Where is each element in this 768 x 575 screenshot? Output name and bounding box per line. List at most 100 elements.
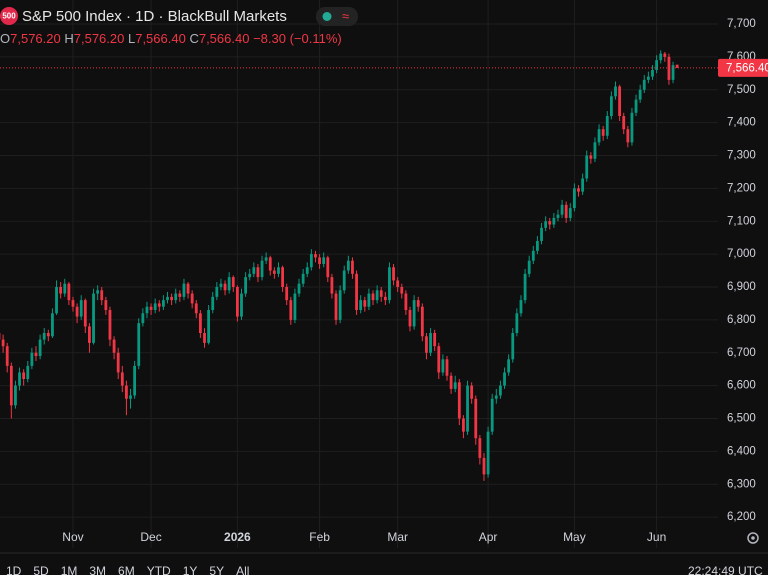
candle-body [166, 296, 169, 301]
o-key: O [0, 31, 10, 46]
range-button[interactable]: 1Y [183, 564, 198, 575]
y-tick-label: 7,100 [727, 215, 756, 227]
x-tick-label: May [563, 530, 586, 544]
candle-body [223, 283, 227, 291]
candle-body [268, 257, 272, 271]
range-button[interactable]: 1D [6, 564, 22, 575]
candle-body [67, 283, 71, 301]
logo [0, 7, 18, 25]
candle-body [412, 300, 416, 327]
candle-body [556, 214, 560, 218]
candle-body [305, 267, 309, 274]
candle-body [490, 398, 494, 432]
candle-body [585, 155, 589, 179]
candle-body [244, 277, 247, 294]
candle-body [133, 365, 137, 396]
c-key: C [189, 31, 198, 46]
candle-body [527, 260, 531, 274]
gear [747, 532, 759, 544]
candle-body [437, 346, 441, 373]
candle-body [112, 339, 116, 353]
range-button[interactable]: All [236, 564, 249, 575]
last-price-label: 7,566.40 [726, 62, 768, 74]
y-tick-label: 6,600 [727, 380, 756, 392]
l-val: 7,566.40 [135, 31, 186, 46]
range-button[interactable]: 1M [61, 564, 78, 575]
candle-body [593, 142, 597, 159]
candle-body [503, 372, 506, 386]
candle-body [379, 290, 383, 297]
status-dot [322, 12, 332, 21]
candle-body [281, 267, 284, 287]
range-button[interactable]: 5D [33, 564, 49, 575]
range-button[interactable]: YTD [147, 564, 171, 575]
candle-body [383, 296, 387, 301]
candle-body [334, 293, 338, 320]
candle-body [351, 260, 354, 274]
candle-body [318, 257, 321, 264]
candle-body [663, 53, 667, 57]
candle-body [137, 323, 141, 366]
candle-body [240, 293, 243, 317]
candle-body [79, 300, 83, 317]
y-tick-label: 7,000 [727, 248, 756, 260]
candle-body [75, 306, 79, 317]
candle-body [46, 333, 50, 337]
candle-body [375, 290, 379, 301]
candle-body [544, 221, 548, 228]
candle-body [581, 178, 585, 192]
candle-body [338, 290, 342, 320]
overlay: 6,200 6,300 6,400 6,500 6,600 6,700 6,800 6,900… [0, 18, 768, 544]
range-button[interactable]: 3M [89, 564, 106, 575]
candle-body [256, 267, 260, 278]
range-button[interactable]: 5Y [209, 564, 224, 575]
candle-body [1, 339, 5, 347]
candle-body [235, 286, 239, 317]
candle-body [264, 257, 268, 261]
x-tick-label: Nov [62, 530, 83, 544]
candle-body [388, 267, 391, 301]
candle-body [38, 339, 42, 357]
y-tick-label: 7,500 [727, 84, 756, 96]
candle-body [494, 395, 498, 399]
ohlc: O7,576.20 H7,576.20 L7,566.40 C7,566.40 … [0, 31, 342, 46]
candle-body [425, 336, 428, 353]
candle-body [293, 293, 297, 320]
candle-body [322, 257, 326, 264]
candle-body [194, 303, 198, 314]
x-tick-label: Feb [309, 530, 330, 544]
candle-body [622, 116, 626, 130]
candle-body [507, 359, 511, 373]
range-button[interactable]: 6M [118, 564, 135, 575]
candle-body [392, 267, 395, 281]
y-tick-label: 7,400 [727, 117, 756, 129]
x-tick-label: Dec [140, 530, 161, 544]
candle-body [190, 293, 194, 304]
candle-body [342, 270, 346, 291]
settings-icon[interactable] [747, 532, 759, 544]
candle-body [626, 129, 630, 143]
candle-body [355, 273, 358, 310]
c-val: 7,566.40 [199, 31, 250, 46]
candle-body [289, 300, 293, 320]
x-tick-label: 2026 [224, 530, 251, 544]
candle-body [605, 116, 609, 136]
y-tick-label: 6,500 [727, 413, 756, 425]
candle-body [108, 309, 112, 340]
candle-body [478, 438, 482, 458]
candle-body [651, 70, 654, 77]
candle-body [433, 333, 437, 347]
candle-body [457, 382, 461, 419]
status-pill[interactable] [316, 7, 358, 26]
candle-body [396, 280, 400, 287]
candle-body [26, 365, 30, 380]
candle-body [363, 300, 367, 307]
candle-body [309, 254, 313, 268]
candle-body [655, 60, 658, 71]
h-key: H [64, 31, 73, 46]
candle-body [314, 254, 317, 258]
candle-body [453, 382, 457, 389]
candle-body [568, 208, 572, 218]
candle-body [178, 293, 182, 297]
candle-body [145, 306, 149, 314]
